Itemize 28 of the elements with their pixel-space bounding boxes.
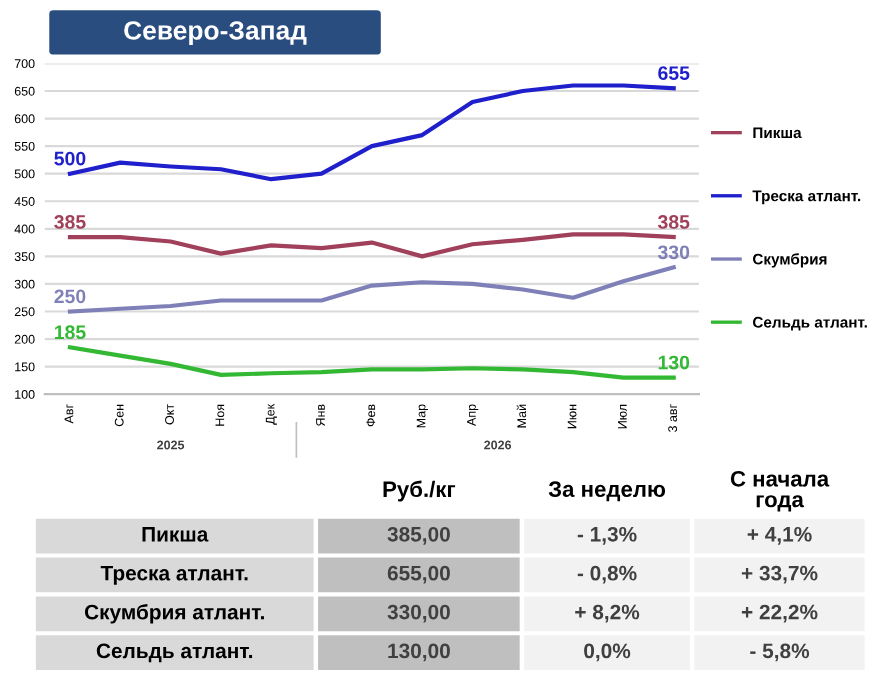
data-label: 250 — [54, 289, 86, 304]
text: - 1,3% — [577, 526, 637, 545]
text: 130,00 — [388, 643, 450, 662]
text: + 4,1% — [747, 526, 812, 545]
data-label: 130 — [658, 355, 690, 370]
text: Скумбрия атлант. — [84, 604, 264, 624]
data-label: 330 — [657, 245, 690, 260]
text: 385,00 — [387, 526, 450, 545]
text: - 0,8% — [577, 565, 637, 584]
text: 0,0% — [584, 643, 631, 662]
data-label: 385 — [657, 215, 690, 229]
text: + 8,2% — [575, 604, 640, 623]
text: 655,00 — [387, 565, 450, 584]
text: Пикша — [142, 527, 209, 542]
data-label: 500 — [54, 151, 86, 166]
data-label: 385 — [54, 215, 86, 229]
chart-title: Северо-Запад — [124, 21, 307, 46]
text: Руб./кг — [383, 480, 456, 502]
text: Треска атлант. — [100, 565, 248, 585]
text: С начала года — [730, 470, 830, 512]
data-label: 655 — [658, 66, 690, 80]
text: + 22,2% — [741, 604, 818, 623]
text: 330,00 — [387, 604, 450, 623]
text: За неделю — [548, 481, 666, 502]
text: + 33,7% — [741, 565, 818, 584]
text: - 5,8% — [750, 643, 810, 662]
text: Сельдь атлант. — [96, 643, 253, 663]
data-label: 185 — [54, 325, 86, 340]
